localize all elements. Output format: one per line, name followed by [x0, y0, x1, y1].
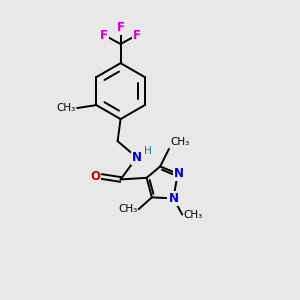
- Text: H: H: [144, 146, 152, 156]
- Text: O: O: [90, 170, 100, 183]
- Text: CH₃: CH₃: [118, 204, 137, 214]
- Text: F: F: [133, 29, 141, 42]
- Text: N: N: [168, 192, 178, 205]
- Text: F: F: [100, 29, 108, 42]
- Text: N: N: [132, 151, 142, 164]
- Text: CH₃: CH₃: [184, 209, 203, 220]
- Text: N: N: [174, 167, 184, 180]
- Text: CH₃: CH₃: [56, 103, 75, 113]
- Text: F: F: [117, 21, 124, 34]
- Text: CH₃: CH₃: [170, 137, 190, 147]
